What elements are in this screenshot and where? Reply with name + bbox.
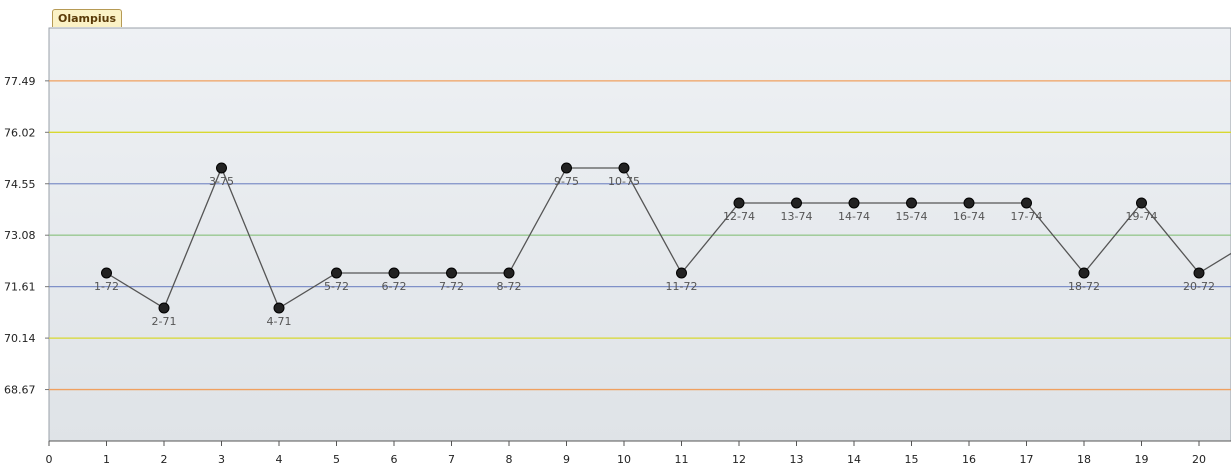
data-label: 6-72 <box>382 280 407 293</box>
x-tick-label: 4 <box>276 453 283 466</box>
data-label: 19-74 <box>1126 210 1158 223</box>
data-point <box>446 267 457 279</box>
x-tick-label: 8 <box>506 453 513 466</box>
data-label: 5-72 <box>324 280 349 293</box>
x-tick-label: 13 <box>790 453 804 466</box>
data-point <box>101 267 112 279</box>
data-point <box>848 197 860 209</box>
data-point <box>906 197 917 209</box>
data-point <box>676 267 687 279</box>
data-label: 10-75 <box>608 175 640 188</box>
data-point <box>1193 267 1205 279</box>
data-point <box>561 162 572 174</box>
x-tick-label: 10 <box>617 453 631 466</box>
y-tick-label: 74.55 <box>4 178 36 191</box>
data-point <box>273 302 285 314</box>
data-label: 7-72 <box>439 280 464 293</box>
chart-title-tab[interactable]: Olampius <box>52 9 123 27</box>
x-tick-label: 15 <box>905 453 919 466</box>
x-tick-label: 6 <box>391 453 398 466</box>
y-tick-label: 77.49 <box>4 75 36 88</box>
x-tick-label: 18 <box>1077 453 1091 466</box>
data-point <box>158 302 170 314</box>
x-tick-label: 0 <box>46 453 53 466</box>
data-point <box>733 197 745 209</box>
data-label: 20-72 <box>1183 280 1215 293</box>
x-tick-label: 1 <box>103 453 110 466</box>
data-label: 14-74 <box>838 210 870 223</box>
data-point <box>963 197 975 209</box>
x-tick-label: 7 <box>448 453 455 466</box>
x-tick-label: 2 <box>161 453 168 466</box>
data-point <box>1021 197 1032 209</box>
y-tick-label: 76.02 <box>4 126 36 139</box>
x-tick-label: 17 <box>1020 453 1034 466</box>
data-point <box>1078 267 1090 279</box>
x-tick-label: 5 <box>333 453 340 466</box>
data-label: 4-71 <box>267 315 292 328</box>
data-label: 16-74 <box>953 210 985 223</box>
y-tick-label: 68.67 <box>4 384 36 397</box>
data-point <box>618 162 630 174</box>
y-tick-label: 71.61 <box>4 281 36 294</box>
data-label: 8-72 <box>497 280 522 293</box>
data-label: 15-74 <box>896 210 928 223</box>
data-point <box>1136 197 1147 209</box>
data-label: 2-71 <box>152 315 177 328</box>
data-label: 3-75 <box>209 175 234 188</box>
data-point <box>331 267 342 279</box>
plot-background <box>48 27 1231 442</box>
data-label: 12-74 <box>723 210 755 223</box>
data-label: 13-74 <box>781 210 813 223</box>
data-label: 18-72 <box>1068 280 1100 293</box>
data-point <box>791 197 802 209</box>
x-tick-label: 11 <box>675 453 689 466</box>
data-label: 9-75 <box>554 175 579 188</box>
data-point <box>503 267 515 279</box>
x-tick-label: 16 <box>962 453 976 466</box>
data-label: 17-74 <box>1011 210 1043 223</box>
y-tick-label: 70.14 <box>4 332 36 345</box>
data-label: 1-72 <box>94 280 119 293</box>
data-label: 11-72 <box>666 280 698 293</box>
x-tick-label: 19 <box>1135 453 1149 466</box>
x-tick-label: 20 <box>1192 453 1206 466</box>
y-tick-label: 73.08 <box>4 229 36 242</box>
data-point <box>216 162 227 174</box>
data-point <box>388 267 400 279</box>
x-tick-label: 9 <box>563 453 570 466</box>
x-tick-label: 3 <box>218 453 225 466</box>
x-tick-label: 12 <box>732 453 746 466</box>
x-tick-label: 14 <box>847 453 861 466</box>
